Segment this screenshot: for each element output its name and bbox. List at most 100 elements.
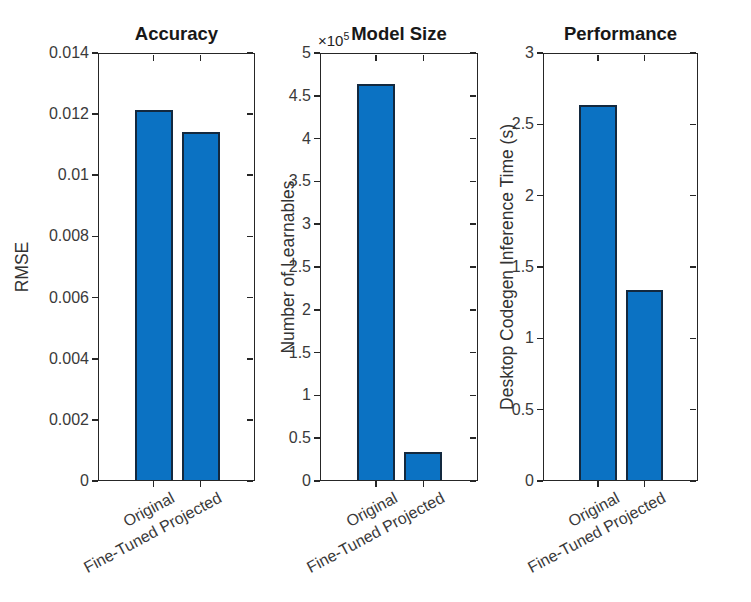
y-tick-mark [537, 338, 543, 340]
x-tick-mark-top [423, 55, 425, 61]
y-tick-mark-mirror [470, 95, 476, 97]
y-tick-label: 4.5 [289, 87, 311, 105]
y-tick-mark [92, 174, 98, 176]
y-tick-label: 2 [525, 187, 534, 205]
axes-box [543, 53, 698, 481]
y-tick-mark-mirror [470, 181, 476, 183]
y-tick-mark [537, 480, 543, 482]
y-tick-mark [92, 358, 98, 360]
bar-original [357, 84, 395, 480]
y-tick-label: 1 [302, 386, 311, 404]
y-tick-label: 2.5 [512, 115, 534, 133]
x-tick-mark-bottom [597, 481, 599, 487]
y-tick-mark [314, 138, 320, 140]
y-tick-mark-mirror [247, 174, 253, 176]
x-tick-mark-top [597, 55, 599, 61]
x-tick-mark-bottom [644, 481, 646, 487]
y-tick-mark [537, 409, 543, 411]
y-tick-mark [92, 236, 98, 238]
y-tick-mark-mirror [470, 480, 476, 482]
y-tick-mark-mirror [247, 52, 253, 54]
y-tick-label: 5 [302, 44, 311, 62]
y-tick-mark [92, 52, 98, 54]
y-tick-label: 4 [302, 130, 311, 148]
x-tick-mark-bottom [200, 481, 202, 487]
y-tick-mark-mirror [470, 223, 476, 225]
x-tick-mark-bottom [153, 481, 155, 487]
y-tick-label: 0.01 [58, 166, 89, 184]
plot-area: 00.511.522.53OriginalFine-Tuned Projecte… [543, 53, 698, 481]
y-tick-mark-mirror [470, 352, 476, 354]
y-tick-mark-mirror [470, 266, 476, 268]
y-tick-mark [314, 395, 320, 397]
y-tick-mark-mirror [247, 480, 253, 482]
plot-area: 00.511.522.533.544.55OriginalFine-Tuned … [320, 53, 478, 481]
y-tick-mark [314, 480, 320, 482]
chart-title: Accuracy [58, 23, 295, 45]
x-tick-mark-top [375, 55, 377, 61]
y-tick-mark [314, 437, 320, 439]
y-tick-mark-mirror [470, 52, 476, 54]
chart-title: Model Size [280, 23, 518, 45]
exponent-base: ×10 [318, 32, 343, 49]
bar-original [579, 105, 617, 480]
y-tick-mark-mirror [690, 195, 696, 197]
y-tick-label: 0.002 [49, 411, 89, 429]
y-tick-mark [314, 309, 320, 311]
y-tick-mark [314, 266, 320, 268]
y-tick-mark-mirror [470, 395, 476, 397]
y-tick-label: 0.008 [49, 227, 89, 245]
y-tick-mark-mirror [690, 266, 696, 268]
y-tick-mark-mirror [470, 138, 476, 140]
y-tick-label: 0.004 [49, 350, 89, 368]
plot-area: 00.0020.0040.0060.0080.010.0120.014Origi… [98, 53, 255, 481]
x-tick-mark-bottom [423, 481, 425, 487]
y-tick-label: 3 [302, 215, 311, 233]
y-tick-mark-mirror [470, 309, 476, 311]
y-tick-mark [314, 95, 320, 97]
y-tick-label: 0.5 [289, 429, 311, 447]
y-tick-mark [314, 223, 320, 225]
x-tick-mark-top [200, 55, 202, 61]
y-tick-mark-mirror [247, 236, 253, 238]
y-tick-mark [92, 480, 98, 482]
y-tick-mark [92, 297, 98, 299]
y-tick-label: 0.014 [49, 44, 89, 62]
y-tick-mark-mirror [470, 437, 476, 439]
chart-title: Performance [503, 23, 738, 45]
chart-accuracy: Accuracy RMSE 00.0020.0040.0060.0080.010… [98, 53, 255, 481]
y-tick-label: 0.006 [49, 289, 89, 307]
chart-model-size: Model Size Number of Learnables ×105 00.… [320, 53, 478, 481]
bar-fine-tuned-projected [404, 452, 442, 480]
y-tick-label: 0 [525, 472, 534, 490]
y-tick-label: 0 [80, 472, 89, 490]
y-tick-mark [537, 124, 543, 126]
y-tick-mark-mirror [247, 113, 253, 115]
chart-performance: Performance Desktop Codegen Inference Ti… [543, 53, 698, 481]
y-tick-label: 0 [302, 472, 311, 490]
y-tick-mark-mirror [690, 409, 696, 411]
bar-fine-tuned-projected [626, 290, 664, 480]
y-tick-mark [537, 195, 543, 197]
y-tick-label: 0.012 [49, 105, 89, 123]
axes-box [98, 53, 255, 481]
x-tick-mark-top [153, 55, 155, 61]
y-tick-mark [92, 419, 98, 421]
y-tick-mark-mirror [690, 52, 696, 54]
y-tick-label: 1 [525, 329, 534, 347]
y-tick-mark-mirror [690, 124, 696, 126]
bar-original [135, 110, 173, 480]
y-tick-label: 1.5 [512, 258, 534, 276]
y-axis-label: RMSE [12, 242, 32, 293]
y-tick-label: 3 [525, 44, 534, 62]
y-tick-mark-mirror [247, 358, 253, 360]
y-tick-label: 1.5 [289, 344, 311, 362]
y-tick-mark-mirror [690, 480, 696, 482]
axes-box [320, 53, 478, 481]
y-tick-mark [314, 352, 320, 354]
y-tick-label: 0.5 [512, 401, 534, 419]
figure-canvas: Accuracy RMSE 00.0020.0040.0060.0080.010… [0, 0, 751, 602]
bar-fine-tuned-projected [182, 132, 220, 481]
y-tick-mark-mirror [247, 419, 253, 421]
y-tick-mark [92, 113, 98, 115]
